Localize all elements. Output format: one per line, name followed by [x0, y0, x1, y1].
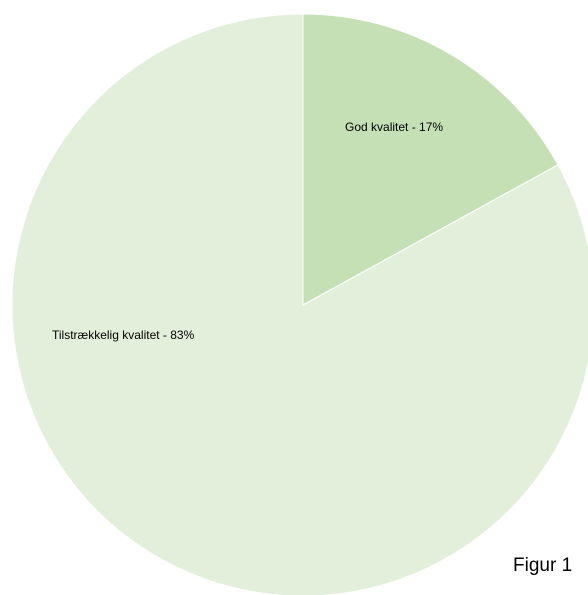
figure-caption: Figur 1	[513, 555, 573, 576]
slice-label-0: God kvalitet - 17%	[345, 120, 443, 134]
pie-slice-0	[302, 13, 559, 306]
slice-label-1: Tilstrækkelig kvalitet - 83%	[52, 328, 195, 342]
pie-slice-1	[11, 13, 588, 595]
